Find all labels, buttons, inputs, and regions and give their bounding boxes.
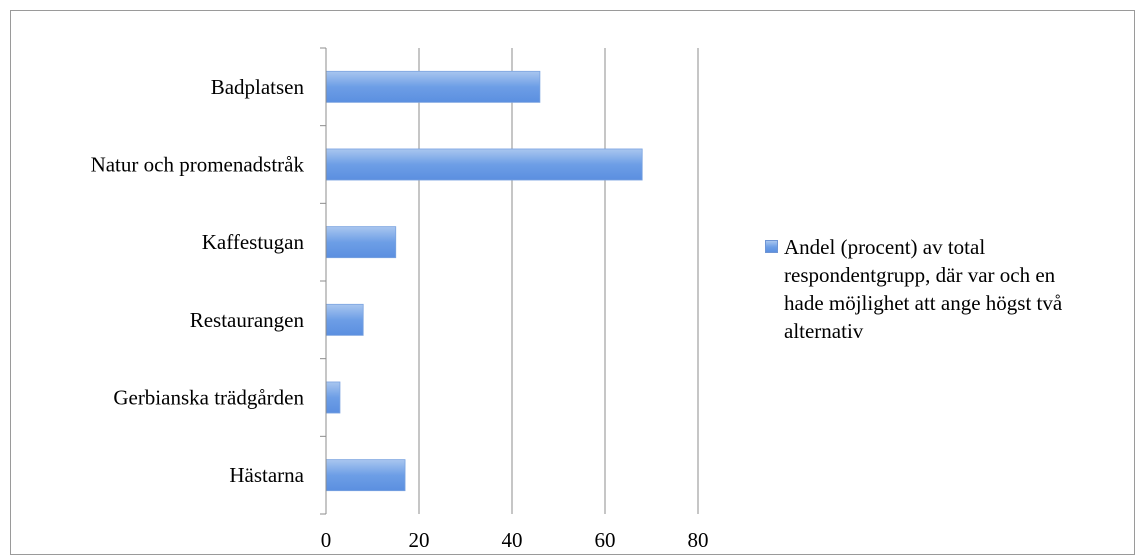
chart-frame (10, 10, 1135, 555)
legend-swatch (765, 240, 778, 253)
y-axis-ticks (320, 47, 326, 515)
bar-1 (325, 148, 643, 181)
x-tick-label: 40 (502, 528, 523, 552)
x-tick-label: 60 (595, 528, 616, 552)
x-tick-label: 80 (688, 528, 709, 552)
bars (325, 70, 643, 492)
bar-0 (325, 70, 541, 103)
x-tick-label: 0 (321, 528, 332, 552)
x-tick-label: 20 (409, 528, 430, 552)
bar-4 (325, 381, 341, 414)
category-label: Natur och promenadstråk (91, 153, 305, 177)
bar-3 (325, 303, 364, 336)
bar-5 (325, 459, 406, 492)
legend: Andel (procent) av total respondentgrupp… (765, 233, 1095, 345)
bar-2 (325, 226, 397, 259)
gridlines (418, 48, 699, 514)
category-label: Restaurangen (190, 308, 305, 332)
x-tick-labels: 0 20 40 60 80 (321, 528, 709, 552)
category-label: Badplatsen (211, 75, 305, 99)
legend-label: Andel (procent) av total respondentgrupp… (784, 235, 1063, 343)
category-label: Gerbianska trädgården (113, 386, 304, 410)
category-label: Kaffestugan (202, 230, 305, 254)
category-labels: Badplatsen Natur och promenadstråk Kaffest… (91, 75, 305, 487)
category-label: Hästarna (229, 463, 304, 487)
